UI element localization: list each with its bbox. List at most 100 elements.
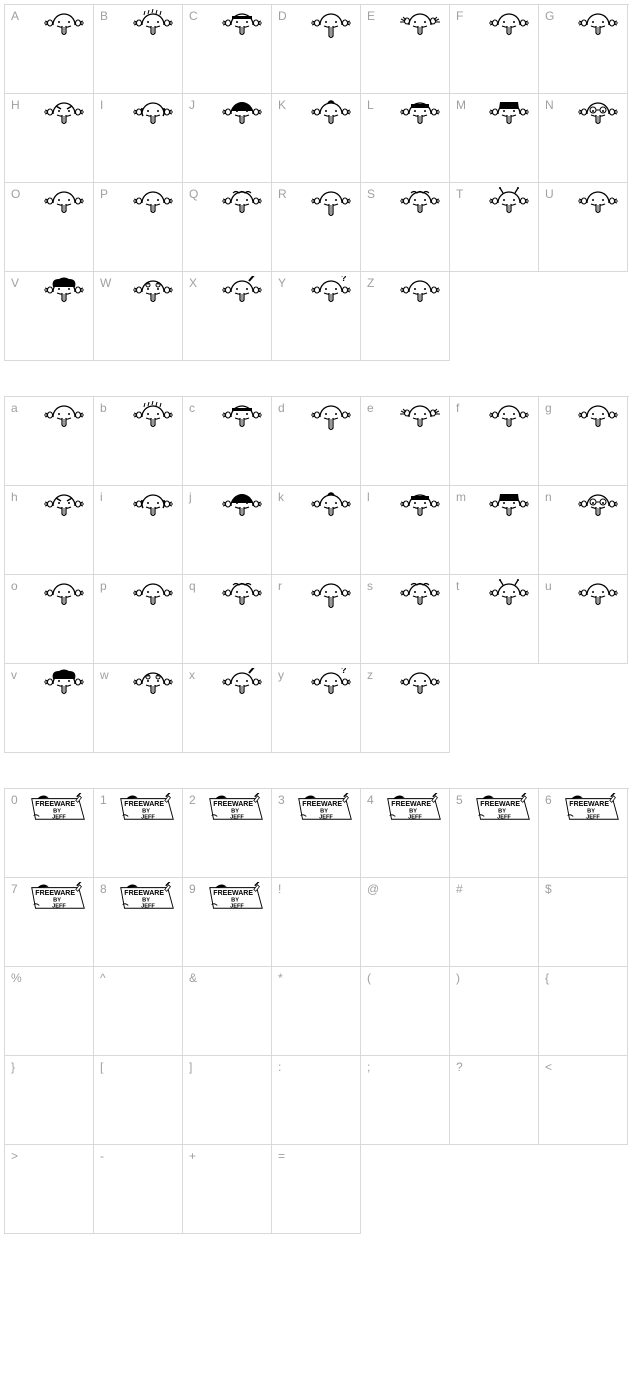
glyph-label: [ bbox=[100, 1060, 103, 1074]
glyph-cell: P bbox=[94, 183, 183, 272]
glyph-icon: FREEWAREBYJEFF bbox=[29, 882, 87, 912]
glyph-label: # bbox=[456, 882, 463, 896]
glyph-label: Q bbox=[189, 187, 198, 201]
glyph-cell: N bbox=[539, 94, 628, 183]
glyph-cell: ] bbox=[183, 1056, 272, 1145]
glyph-label: l bbox=[367, 490, 370, 504]
glyph-cell: 9FREEWAREBYJEFF bbox=[183, 878, 272, 967]
svg-text:JEFF: JEFF bbox=[230, 903, 244, 909]
glyph-label: A bbox=[11, 9, 19, 23]
glyph-label: o bbox=[11, 579, 18, 593]
glyph-label: b bbox=[100, 401, 107, 415]
glyph-cell: 0FREEWAREBYJEFF bbox=[5, 789, 94, 878]
glyph-label: 1 bbox=[100, 793, 107, 807]
section-lowercase: abcdefghijklmnopqrstuvwxy?z bbox=[4, 396, 636, 753]
glyph-label: ] bbox=[189, 1060, 192, 1074]
glyph-icon: FREEWAREBYJEFF bbox=[385, 793, 443, 823]
glyph-label: < bbox=[545, 1060, 552, 1074]
glyph-icon bbox=[308, 9, 354, 39]
glyph-cell: q bbox=[183, 575, 272, 664]
glyph-cell: w bbox=[94, 664, 183, 753]
glyph-icon bbox=[397, 401, 443, 431]
glyph-cell: K bbox=[272, 94, 361, 183]
glyph-label: R bbox=[278, 187, 287, 201]
glyph-label: @ bbox=[367, 882, 379, 896]
glyph-icon bbox=[41, 490, 87, 520]
glyph-cell: - bbox=[94, 1145, 183, 1234]
glyph-cell: U bbox=[539, 183, 628, 272]
glyph-label: - bbox=[100, 1149, 104, 1163]
svg-text:FREEWARE: FREEWARE bbox=[35, 801, 75, 808]
glyph-label: F bbox=[456, 9, 463, 23]
glyph-cell: I bbox=[94, 94, 183, 183]
glyph-label: $ bbox=[545, 882, 552, 896]
svg-text:JEFF: JEFF bbox=[141, 814, 155, 820]
glyph-icon: FREEWAREBYJEFF bbox=[118, 882, 176, 912]
glyph-cell: k bbox=[272, 486, 361, 575]
glyph-label: D bbox=[278, 9, 287, 23]
glyph-cell: x bbox=[183, 664, 272, 753]
svg-text:JEFF: JEFF bbox=[586, 814, 600, 820]
glyph-label: u bbox=[545, 579, 552, 593]
glyph-label: B bbox=[100, 9, 108, 23]
glyph-icon bbox=[219, 9, 265, 39]
svg-text:JEFF: JEFF bbox=[230, 814, 244, 820]
glyph-cell: f bbox=[450, 397, 539, 486]
glyph-label: 3 bbox=[278, 793, 285, 807]
svg-text:FREEWARE: FREEWARE bbox=[569, 801, 609, 808]
svg-text:FREEWARE: FREEWARE bbox=[480, 801, 520, 808]
glyph-cell: : bbox=[272, 1056, 361, 1145]
glyph-icon bbox=[397, 579, 443, 609]
glyph-label: & bbox=[189, 971, 197, 985]
glyph-label: W bbox=[100, 276, 111, 290]
glyph-cell: 4FREEWAREBYJEFF bbox=[361, 789, 450, 878]
glyph-icon bbox=[308, 98, 354, 128]
glyph-icon bbox=[308, 187, 354, 217]
glyph-label: n bbox=[545, 490, 552, 504]
glyph-icon bbox=[130, 401, 176, 431]
character-map: ABCDEFGHIJKLMNOPQRSTUVWXY?Zabcdefghijklm… bbox=[0, 4, 640, 1234]
glyph-cell: g bbox=[539, 397, 628, 486]
glyph-label: ? bbox=[456, 1060, 463, 1074]
glyph-cell: p bbox=[94, 575, 183, 664]
svg-text:FREEWARE: FREEWARE bbox=[124, 890, 164, 897]
svg-text:FREEWARE: FREEWARE bbox=[391, 801, 431, 808]
glyph-cell: h bbox=[5, 486, 94, 575]
glyph-label: m bbox=[456, 490, 466, 504]
glyph-label: 0 bbox=[11, 793, 18, 807]
glyph-label: O bbox=[11, 187, 20, 201]
svg-text:JEFF: JEFF bbox=[141, 903, 155, 909]
glyph-cell: + bbox=[183, 1145, 272, 1234]
glyph-label: z bbox=[367, 668, 373, 682]
glyph-label: i bbox=[100, 490, 103, 504]
glyph-cell: & bbox=[183, 967, 272, 1056]
glyph-cell: Z bbox=[361, 272, 450, 361]
glyph-label: d bbox=[278, 401, 285, 415]
glyph-label: 5 bbox=[456, 793, 463, 807]
glyph-icon bbox=[575, 579, 621, 609]
glyph-icon bbox=[130, 187, 176, 217]
svg-text:JEFF: JEFF bbox=[408, 814, 422, 820]
glyph-icon bbox=[41, 187, 87, 217]
svg-text:FREEWARE: FREEWARE bbox=[213, 801, 253, 808]
glyph-label: ^ bbox=[100, 971, 106, 985]
glyph-icon bbox=[486, 98, 532, 128]
glyph-label: a bbox=[11, 401, 18, 415]
glyph-cell: ; bbox=[361, 1056, 450, 1145]
glyph-icon bbox=[486, 187, 532, 217]
glyph-label: r bbox=[278, 579, 282, 593]
glyph-cell: < bbox=[539, 1056, 628, 1145]
glyph-label: w bbox=[100, 668, 109, 682]
glyph-cell: G bbox=[539, 5, 628, 94]
glyph-cell: = bbox=[272, 1145, 361, 1234]
glyph-icon: FREEWAREBYJEFF bbox=[118, 793, 176, 823]
section-digits-symbols: 0FREEWAREBYJEFF1FREEWAREBYJEFF2FREEWAREB… bbox=[4, 788, 636, 1234]
glyph-cell: v bbox=[5, 664, 94, 753]
glyph-icon bbox=[308, 490, 354, 520]
glyph-icon bbox=[397, 668, 443, 698]
glyph-label: x bbox=[189, 668, 195, 682]
glyph-icon bbox=[130, 579, 176, 609]
glyph-cell: E bbox=[361, 5, 450, 94]
glyph-icon: FREEWAREBYJEFF bbox=[296, 793, 354, 823]
glyph-label: j bbox=[189, 490, 192, 504]
